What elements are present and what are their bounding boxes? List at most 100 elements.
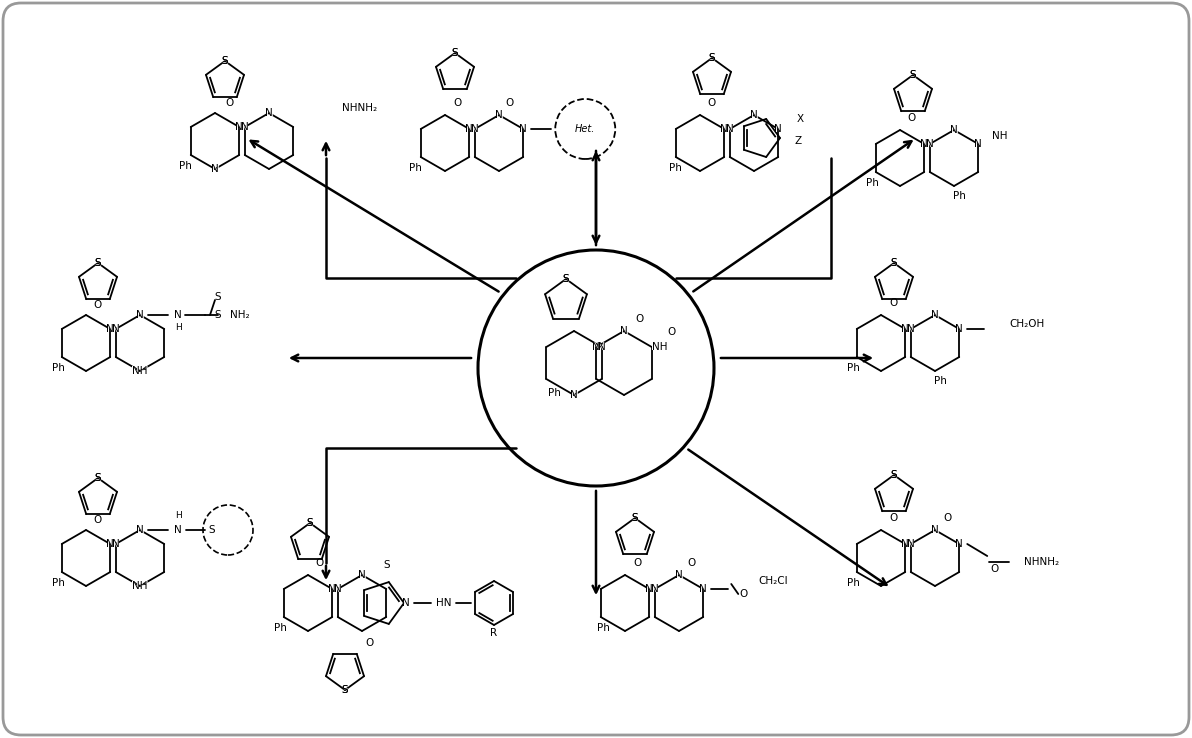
Text: N: N [241,122,249,132]
Text: N: N [465,124,473,134]
Text: N: N [974,139,982,149]
Text: N: N [901,324,909,334]
Text: N: N [495,110,503,120]
Text: N: N [775,124,782,134]
Text: O: O [943,513,951,523]
Text: O: O [635,314,644,324]
Text: S: S [632,513,638,523]
Text: O: O [453,98,461,108]
Text: N: N [235,122,243,132]
Text: N: N [592,342,600,352]
Text: N: N [620,326,628,336]
Text: S: S [709,53,715,63]
Text: N: N [111,324,120,334]
Text: N: N [955,539,963,549]
Text: S: S [94,473,101,483]
Text: S: S [890,470,898,480]
Text: NH: NH [131,366,149,376]
Text: O: O [889,513,898,523]
Text: S: S [384,560,390,570]
Text: N: N [906,324,915,334]
Text: N: N [106,539,114,549]
Text: O: O [889,298,898,308]
Text: N: N [950,125,958,135]
Text: N: N [699,584,708,594]
Text: N: N [920,139,929,149]
Text: H: H [174,511,181,520]
Text: N: N [328,584,336,594]
Text: S: S [94,473,101,483]
Text: N: N [495,110,503,120]
Text: N: N [106,324,114,334]
Text: CH₂Cl: CH₂Cl [758,576,788,586]
Text: S: S [94,473,101,483]
Text: N: N [136,525,144,535]
Text: NH: NH [993,131,1008,141]
Text: S: S [342,685,348,695]
Text: N: N [471,124,479,134]
Text: R: R [490,628,497,638]
Text: N: N [931,525,939,535]
Text: X: X [796,114,803,124]
Text: N: N [901,539,909,549]
Text: N: N [265,108,273,118]
Text: N: N [106,539,114,549]
Text: Ph: Ph [596,623,609,633]
Text: N: N [136,525,144,535]
Text: N: N [955,324,963,334]
Text: Ph: Ph [669,163,682,173]
Text: NH₂: NH₂ [230,310,250,320]
Text: Ph: Ph [952,191,966,201]
Text: S: S [452,48,458,58]
Text: Ph: Ph [933,376,946,386]
Text: N: N [111,539,120,549]
Text: N: N [675,570,683,580]
Text: S: S [563,274,570,284]
Text: N: N [675,570,683,580]
Text: NHNH₂: NHNH₂ [342,103,377,113]
Text: N: N [174,310,182,320]
Circle shape [478,250,714,486]
Text: S: S [909,70,917,80]
Text: CH₂OH: CH₂OH [1010,319,1044,329]
Text: S: S [306,518,313,528]
Text: N: N [931,525,939,535]
Text: N: N [931,310,939,320]
Text: N: N [265,108,273,118]
Text: N: N [592,342,601,352]
Text: Ph: Ph [846,578,859,588]
Text: N: N [651,584,659,594]
Text: S: S [342,685,348,695]
Text: N: N [620,326,628,336]
Text: N: N [920,139,929,149]
Text: N: N [211,164,219,174]
Text: N: N [974,139,982,149]
Text: N: N [901,324,909,334]
Text: N: N [726,124,733,134]
Text: N: N [955,324,963,334]
Text: N: N [334,584,342,594]
Text: S: S [563,274,570,284]
Text: O: O [739,589,747,599]
Text: O: O [225,98,234,108]
Text: N: N [906,539,915,549]
Text: N: N [112,539,119,549]
Text: Ph: Ph [273,623,286,633]
Text: N: N [471,124,479,134]
Text: N: N [700,584,707,594]
Text: S: S [215,292,222,302]
Text: O: O [505,98,513,108]
Text: N: N [598,342,606,352]
Text: N: N [358,570,366,580]
Text: Ph: Ph [846,363,859,373]
Text: S: S [215,310,222,320]
Text: O: O [366,638,374,648]
Text: N: N [136,310,144,320]
Text: N: N [925,139,935,149]
Text: N: N [570,390,578,400]
Text: S: S [709,53,715,63]
Text: O: O [94,300,103,310]
Text: S: S [632,513,638,523]
Text: S: S [341,685,349,695]
Text: N: N [106,324,114,334]
